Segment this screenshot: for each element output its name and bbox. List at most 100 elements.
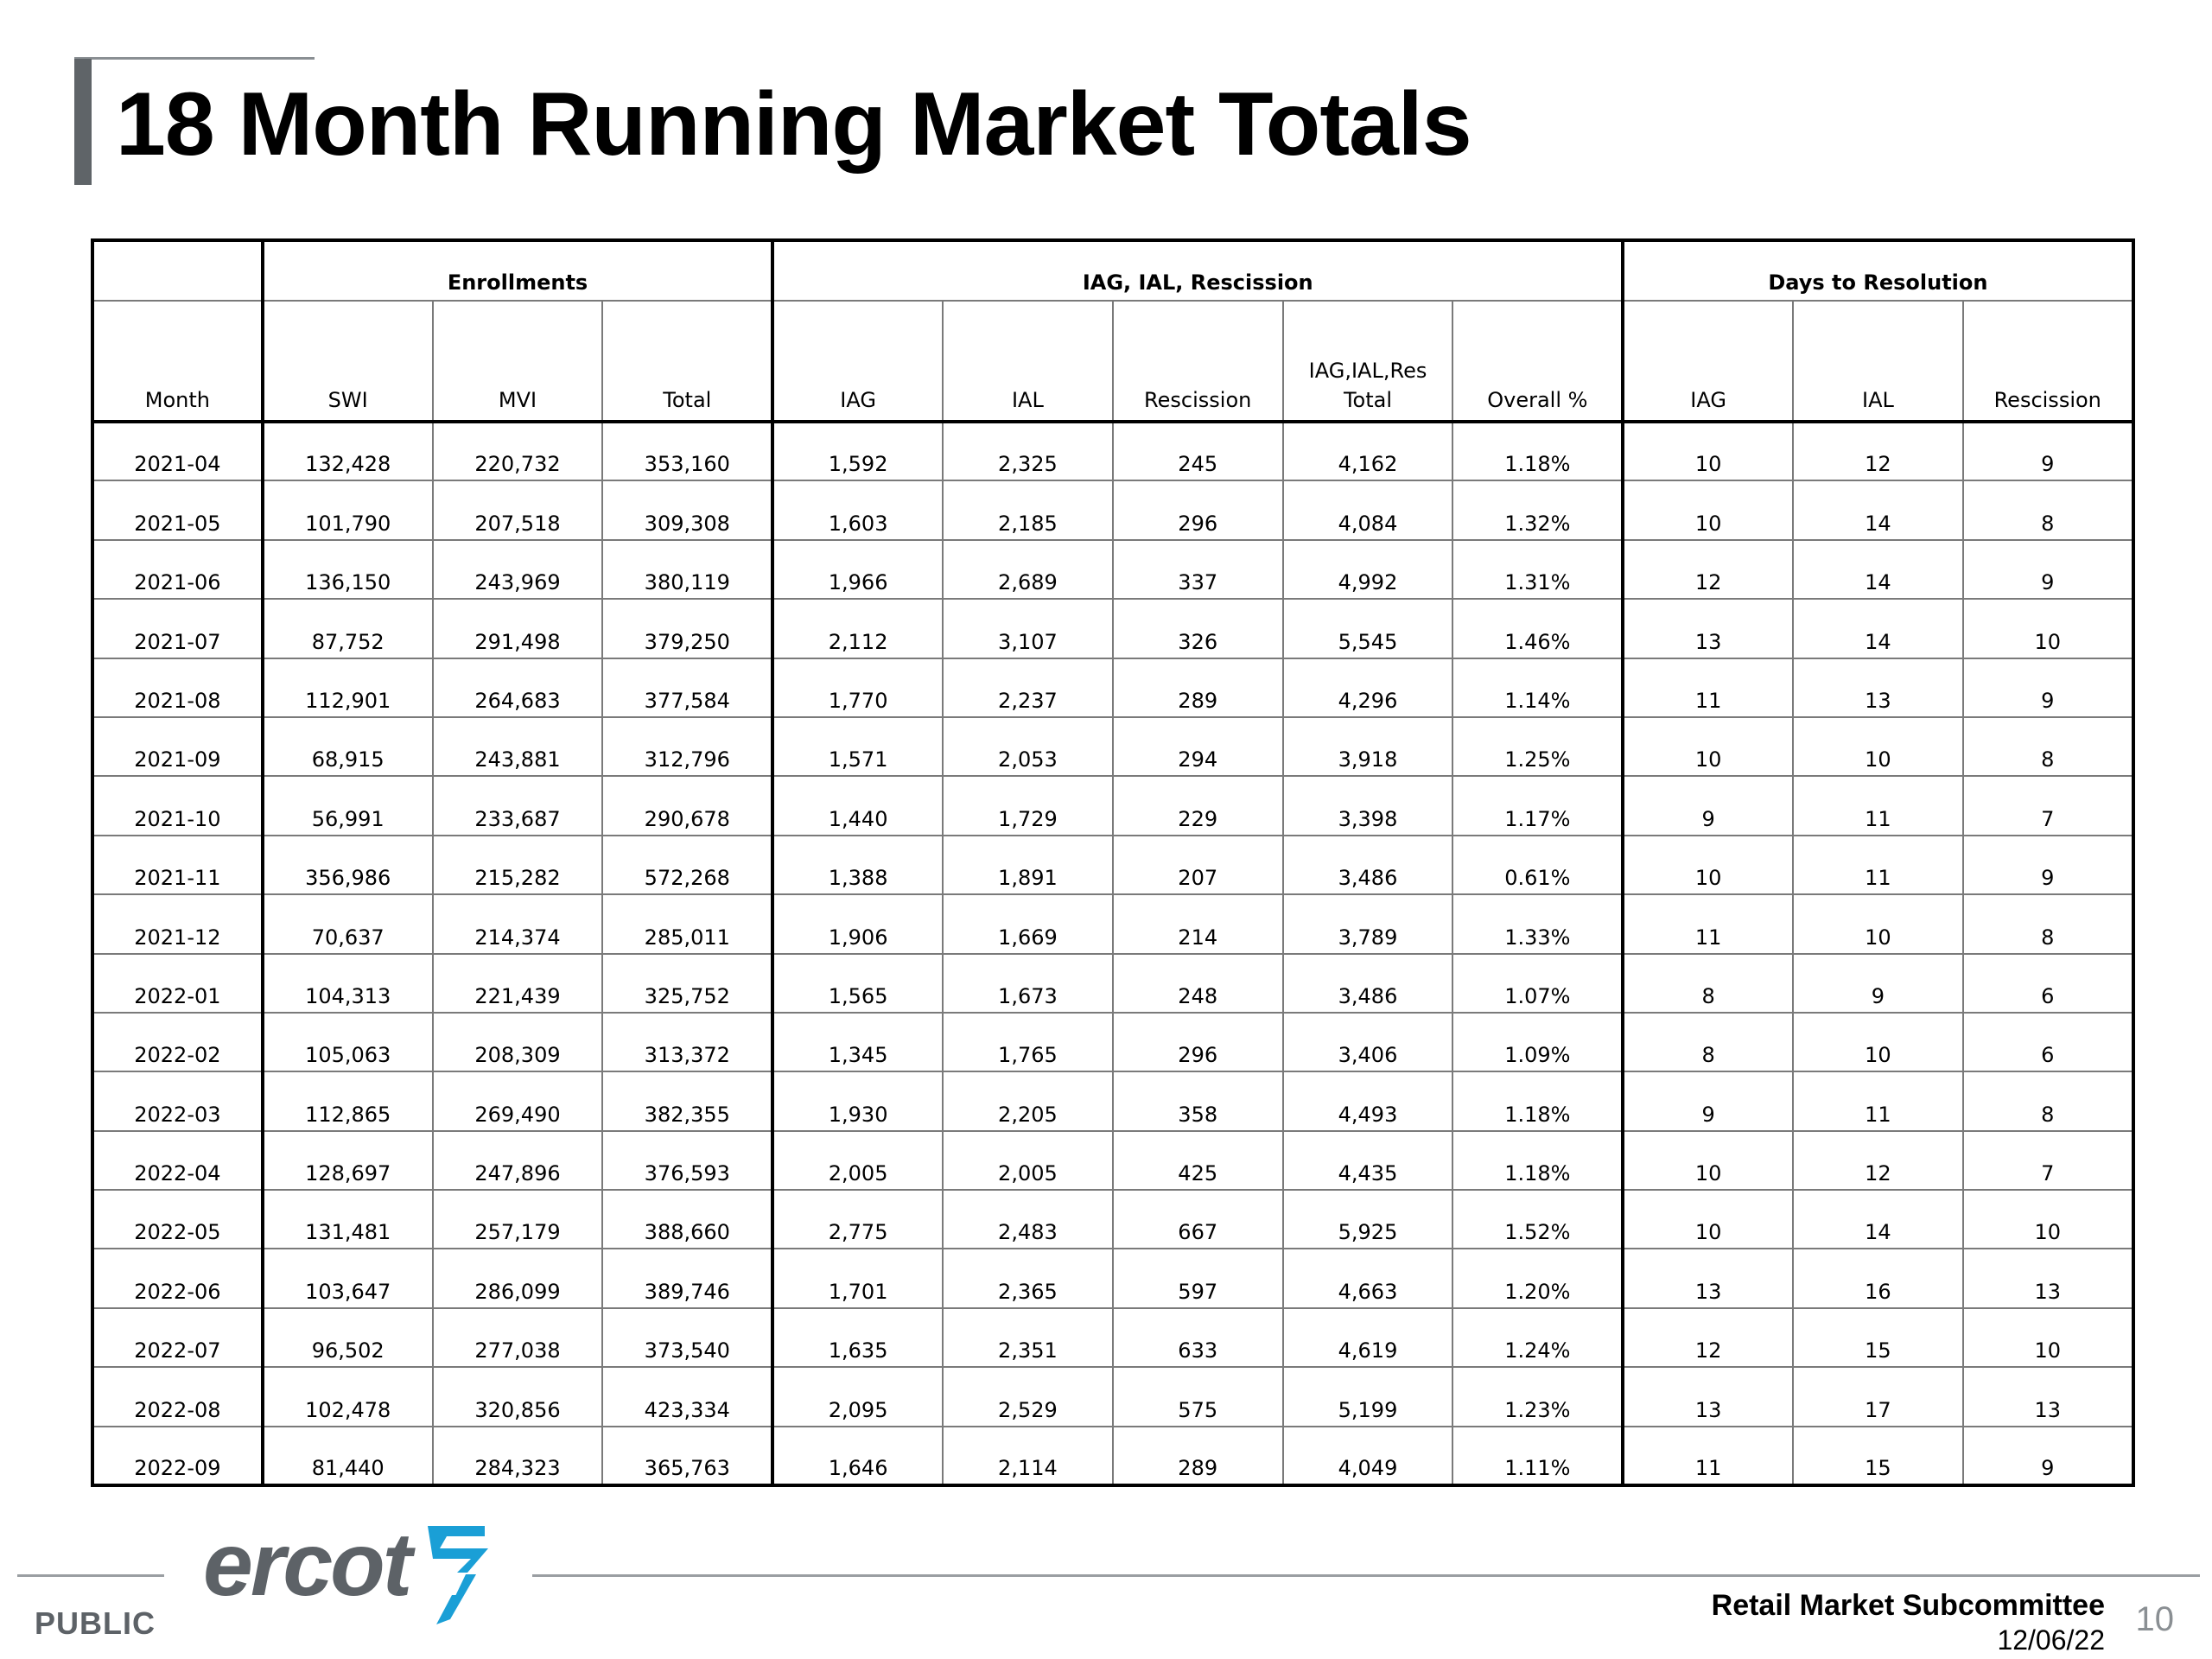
cell-days-rescission: 10 [1961,1306,2134,1369]
cell-overall-pct: 1.46% [1452,598,1624,659]
cell-overall-pct: 1.07% [1452,952,1624,1014]
cell-overall-pct: 1.09% [1452,1011,1624,1073]
classification-label: PUBLIC [35,1605,156,1641]
cell-iag: 1,388 [771,834,944,896]
cell-ial: 1,673 [942,952,1114,1014]
cell-month: 2022-07 [92,1306,264,1369]
cell-days-ial: 15 [1792,1425,1964,1487]
committee-name: Retail Market Subcommittee [1711,1589,2105,1622]
cell-ial: 2,483 [942,1189,1114,1250]
cell-iag: 1,592 [771,420,944,482]
cell-mvi: 277,038 [431,1306,604,1369]
cell-swi: 356,986 [260,834,434,896]
cell-days-rescission: 7 [1961,1129,2134,1192]
cell-mvi: 243,881 [431,715,604,778]
cell-month: 2021-04 [92,420,264,482]
cell-swi: 102,478 [260,1366,434,1427]
page-number: 10 [2135,1600,2175,1638]
cell-overall-pct: 1.33% [1452,893,1624,955]
cell-res-total: 3,918 [1281,715,1454,778]
cell-ial: 2,689 [942,538,1114,601]
cell-days-iag: 11 [1621,657,1795,718]
cell-month: 2022-04 [92,1129,264,1192]
cell-days-ial: 14 [1792,480,1964,541]
cell-overall-pct: 1.14% [1452,657,1624,718]
cell-iag: 1,345 [771,1011,944,1073]
cell-total: 312,796 [601,715,774,778]
cell-days-rescission: 13 [1961,1248,2134,1309]
cell-days-ial: 13 [1792,657,1964,718]
column-header-total: Total [601,300,774,423]
cell-iag: 1,571 [771,715,944,778]
cell-days-ial: 11 [1792,1071,1964,1132]
cell-overall-pct: 1.23% [1452,1366,1624,1427]
column-header-ial: IAL [942,300,1114,423]
cell-mvi: 207,518 [431,480,604,541]
cell-mvi: 215,282 [431,834,604,896]
cell-days-ial: 12 [1792,420,1964,482]
table-row: 2021-04 132,428 220,732 353,160 1,592 2,325 24… [92,420,2134,482]
ercot-lightning-icon [428,1526,488,1624]
cell-ial: 2,185 [942,480,1114,541]
cell-iag: 1,906 [771,893,944,955]
cell-ial: 1,729 [942,775,1114,836]
cell-days-ial: 9 [1792,952,1964,1014]
column-header-iag: IAG [771,300,944,423]
column-header-rescission: Rescission [1111,300,1284,423]
cell-ial: 2,529 [942,1366,1114,1427]
cell-mvi: 269,490 [431,1071,604,1132]
cell-rescission: 289 [1111,657,1284,718]
column-header-mvi: MVI [431,300,604,423]
cell-month: 2021-07 [92,598,264,659]
cell-res-total: 4,435 [1281,1129,1454,1192]
cell-days-iag: 11 [1621,893,1795,955]
table-row: 2022-06 103,647 286,099 389,746 1,701 2,365 59… [92,1248,2134,1309]
cell-rescission: 326 [1111,598,1284,659]
cell-days-rescission: 9 [1961,538,2134,601]
cell-res-total: 4,619 [1281,1306,1454,1369]
cell-total: 309,308 [601,480,774,541]
cell-swi: 112,901 [260,657,434,718]
cell-swi: 81,440 [260,1425,434,1487]
cell-ial: 2,325 [942,420,1114,482]
cell-res-total: 3,789 [1281,893,1454,955]
cell-days-ial: 14 [1792,538,1964,601]
cell-total: 365,763 [601,1425,774,1487]
table-row: 2021-06 136,150 243,969 380,119 1,966 2,689 33… [92,538,2134,601]
table-row: 2022-05 131,481 257,179 388,660 2,775 2,483 66… [92,1189,2134,1250]
cell-res-total: 3,486 [1281,952,1454,1014]
ercot-logo-wordmark: ercot [203,1515,412,1615]
cell-days-rescission: 8 [1961,715,2134,778]
cell-overall-pct: 1.18% [1452,420,1624,482]
market-totals-table-container: Enrollments IAG, IAL, Rescission Days to… [91,238,2135,1488]
cell-iag: 2,095 [771,1366,944,1427]
cell-rescission: 575 [1111,1366,1284,1427]
cell-month: 2021-12 [92,893,264,955]
cell-mvi: 214,374 [431,893,604,955]
cell-month: 2022-03 [92,1071,264,1132]
cell-mvi: 264,683 [431,657,604,718]
cell-swi: 105,063 [260,1011,434,1073]
cell-swi: 96,502 [260,1306,434,1369]
cell-overall-pct: 1.18% [1452,1129,1624,1192]
cell-swi: 87,752 [260,598,434,659]
cell-total: 373,540 [601,1306,774,1369]
cell-month: 2022-05 [92,1189,264,1250]
cell-swi: 104,313 [260,952,434,1014]
footer-divider-right [532,1574,2200,1577]
cell-days-rescission: 10 [1961,598,2134,659]
cell-days-iag: 12 [1621,538,1795,601]
cell-iag: 2,112 [771,598,944,659]
cell-days-rescission: 8 [1961,893,2134,955]
cell-iag: 1,646 [771,1425,944,1487]
cell-res-total: 4,084 [1281,480,1454,541]
column-header-res-total-line1: IAG,IAL,Res [1308,359,1427,383]
cell-rescission: 296 [1111,1011,1284,1073]
cell-total: 377,584 [601,657,774,718]
cell-res-total: 4,296 [1281,657,1454,718]
cell-month: 2022-08 [92,1366,264,1427]
cell-days-iag: 12 [1621,1306,1795,1369]
table-row: 2021-08 112,901 264,683 377,584 1,770 2,237 28… [92,657,2134,718]
cell-days-ial: 14 [1792,598,1964,659]
cell-month: 2021-11 [92,834,264,896]
